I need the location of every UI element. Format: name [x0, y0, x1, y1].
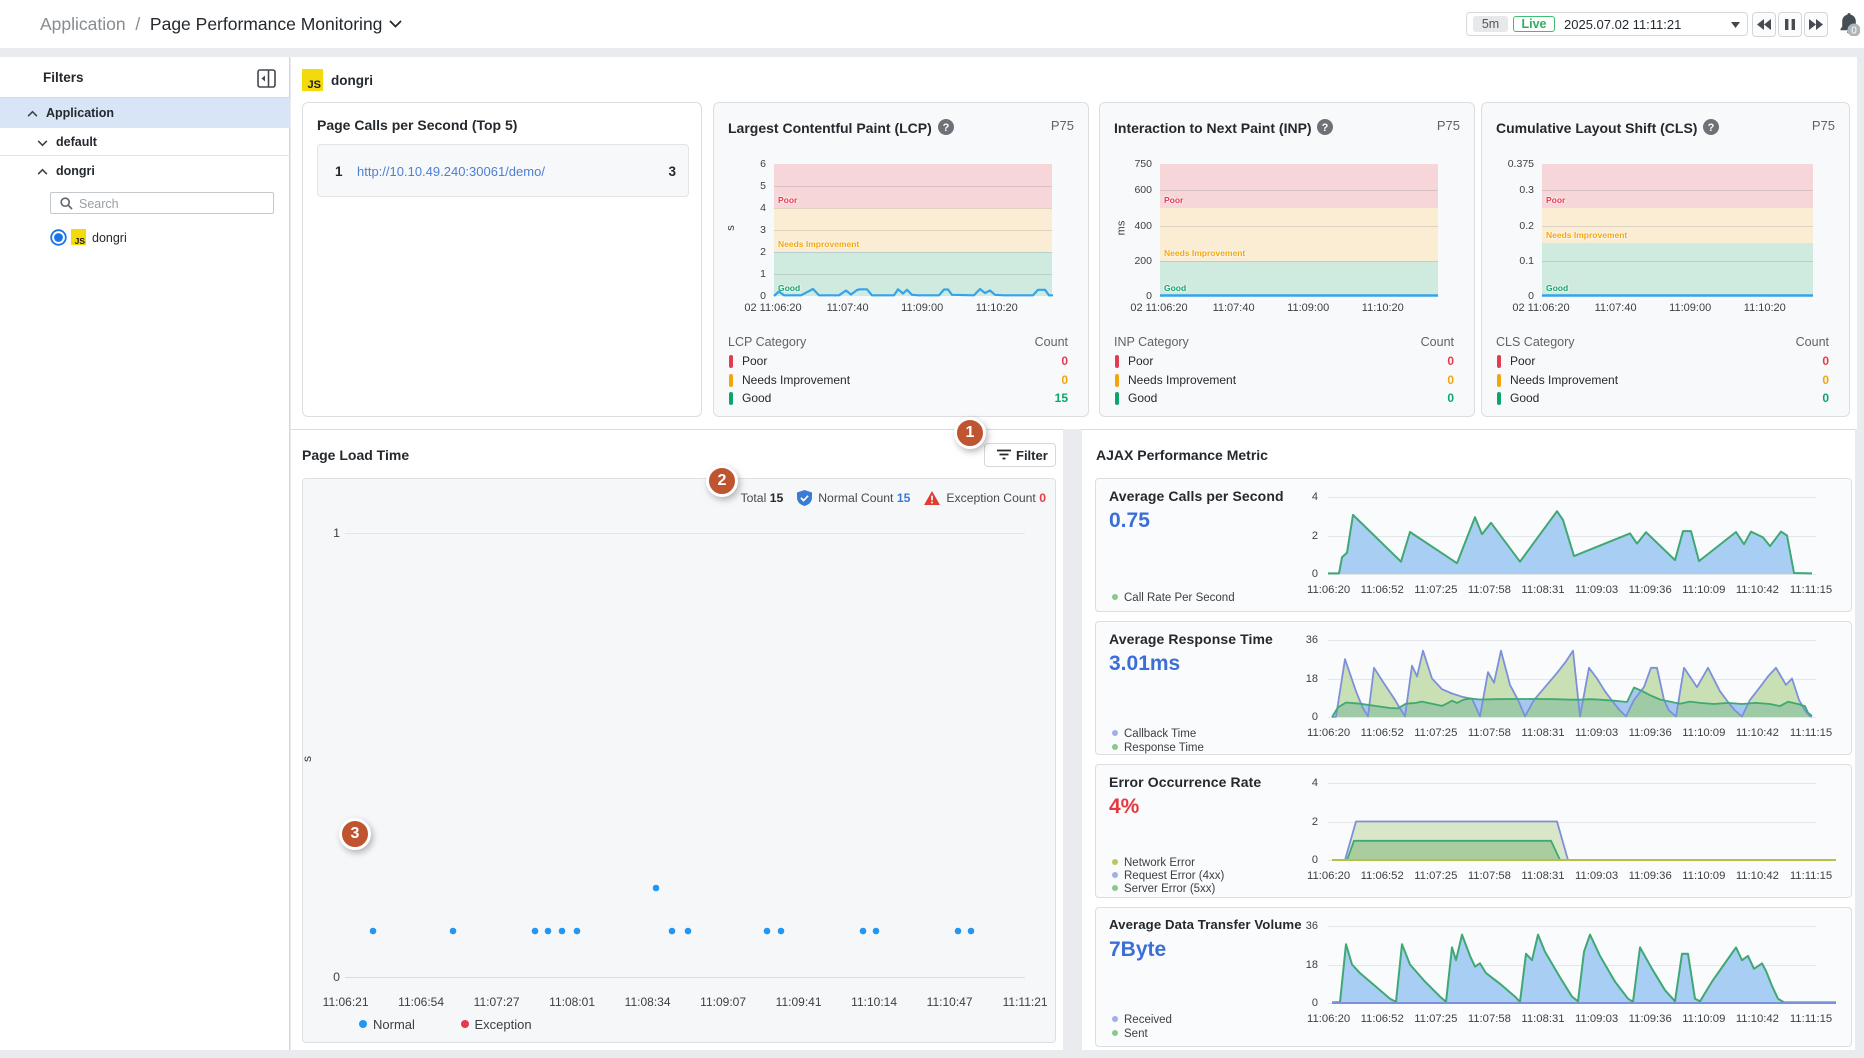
svg-text:?: ? [1708, 122, 1715, 134]
svg-text:0: 0 [1851, 26, 1857, 37]
svg-text:?: ? [1322, 122, 1329, 134]
svg-text:?: ? [942, 122, 949, 134]
